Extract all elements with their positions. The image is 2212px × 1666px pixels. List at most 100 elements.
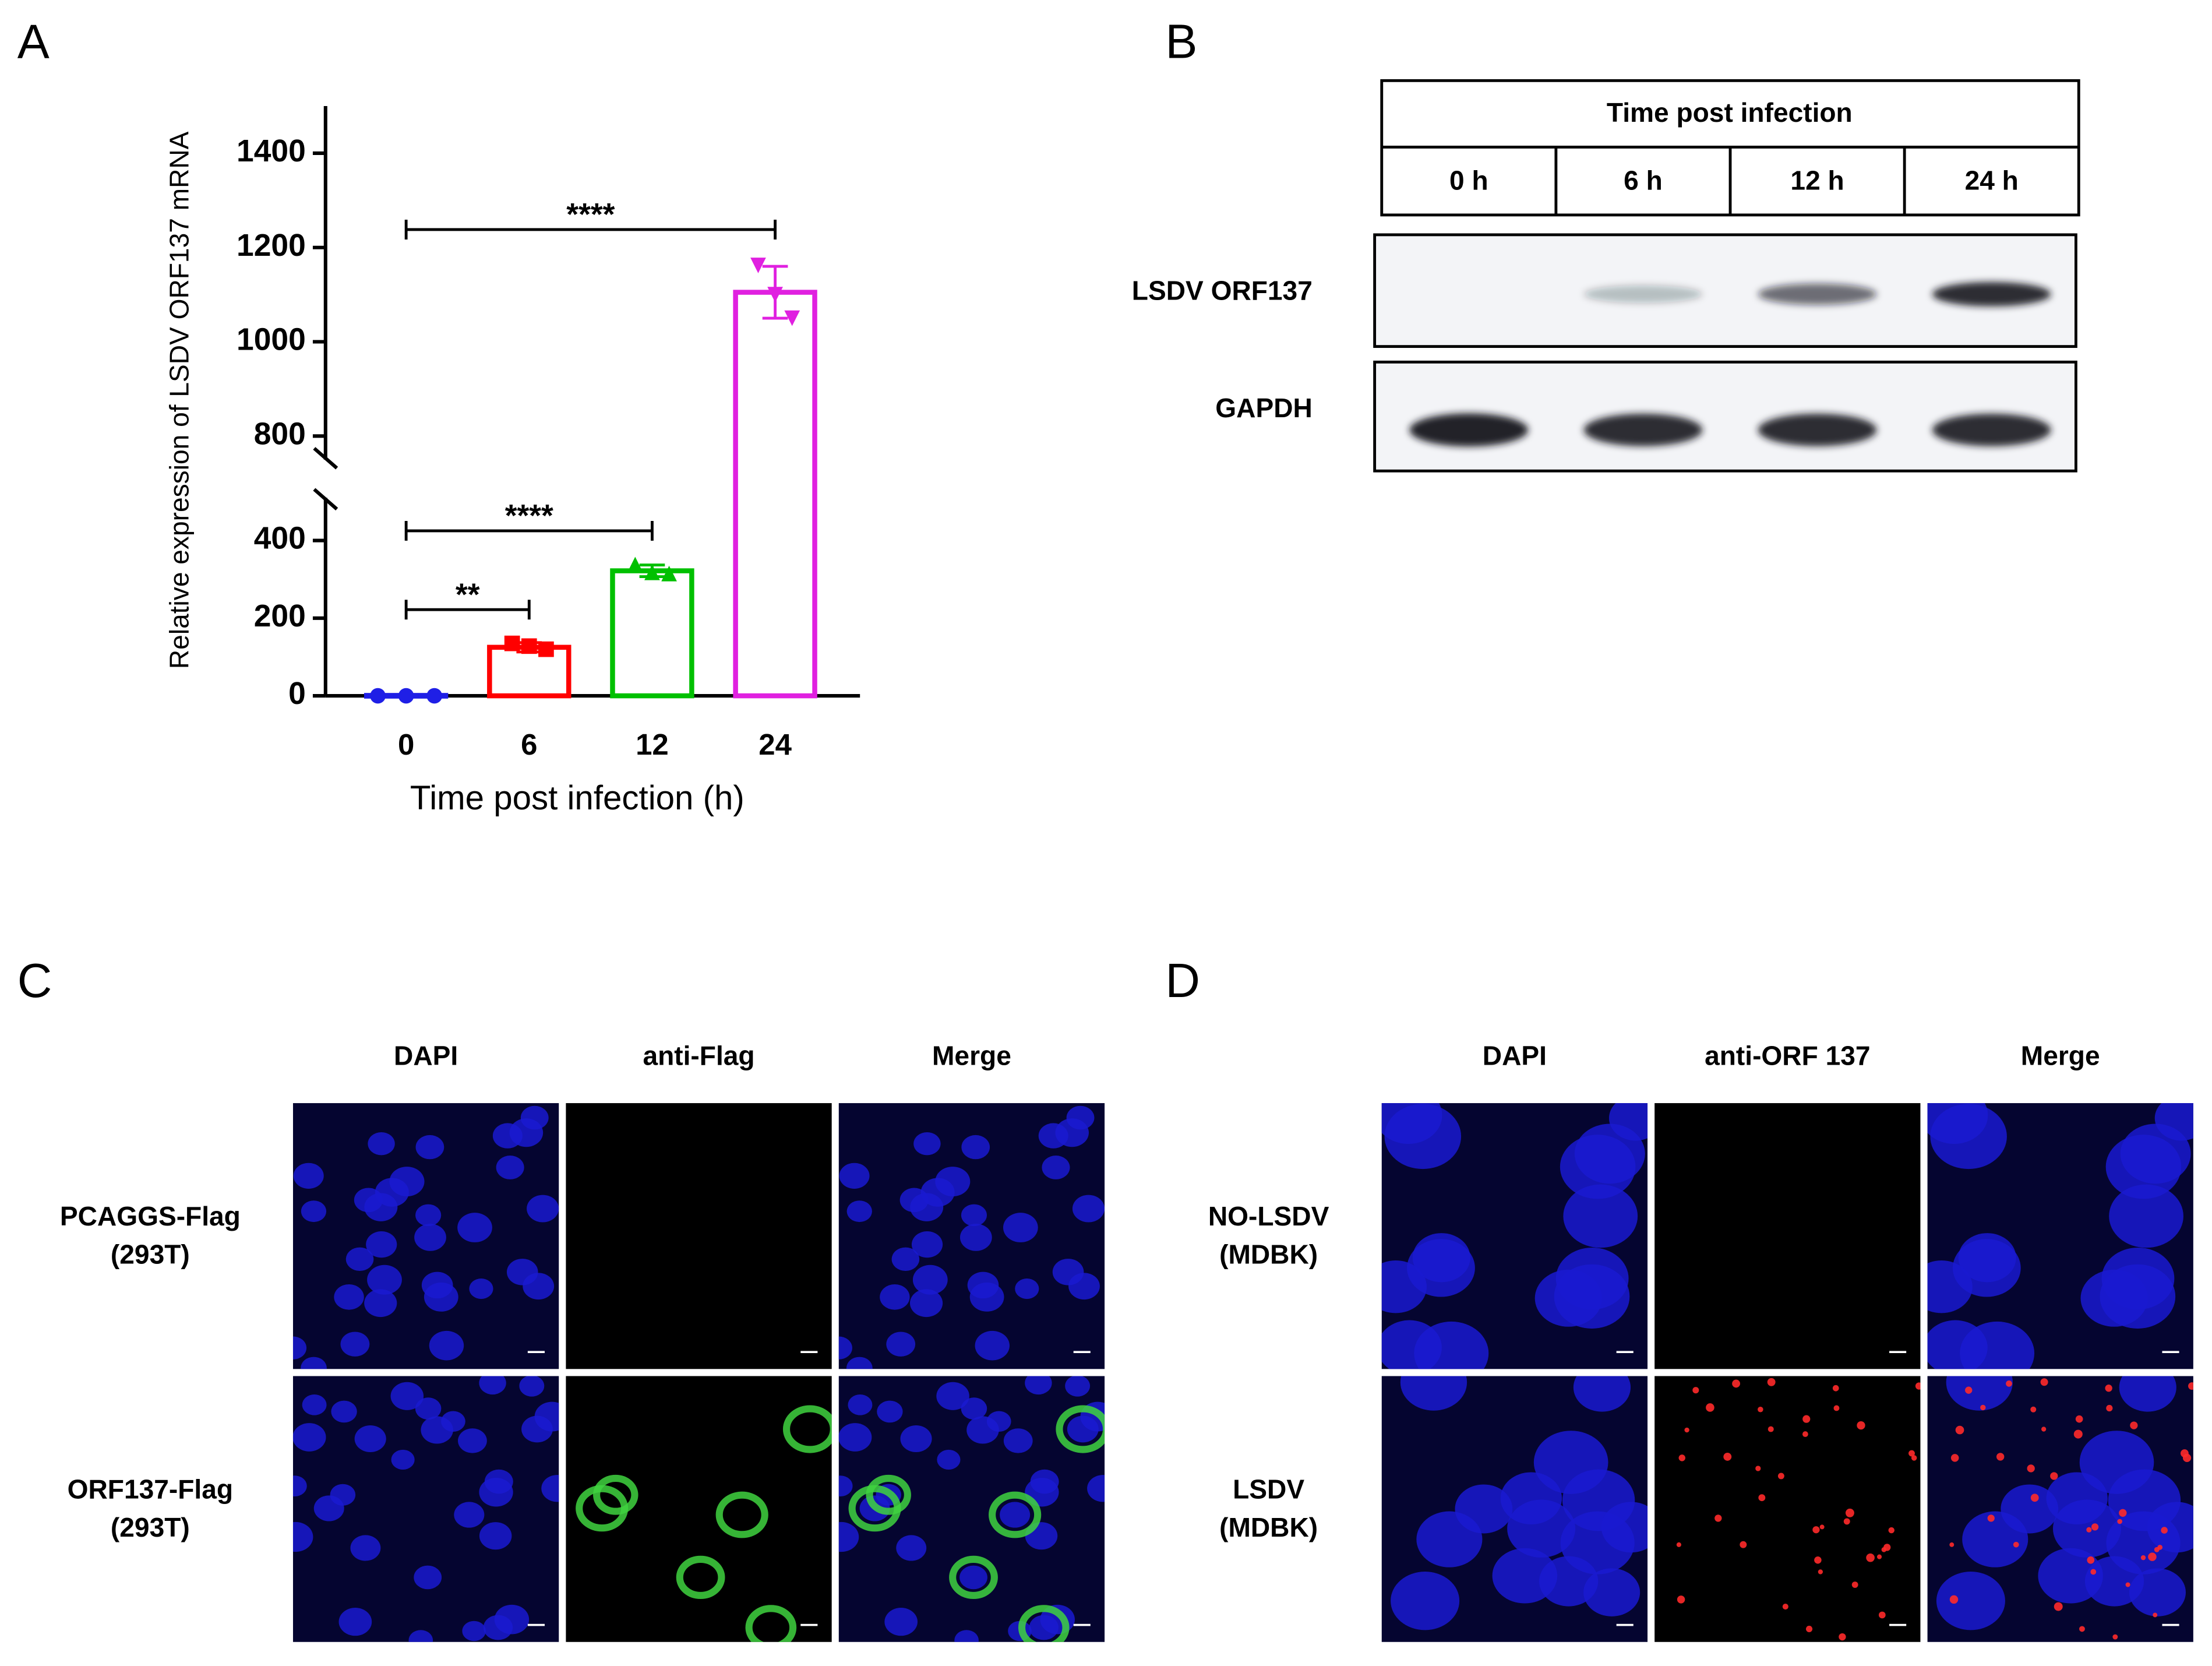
data-point [661,565,677,582]
stain [2040,1378,2048,1386]
nucleus [912,1265,948,1295]
stain [1777,1473,1784,1480]
stain [2073,1429,2083,1439]
y-tick-label: 200 [254,599,306,633]
stain [2112,1634,2118,1640]
nucleus [1539,1556,1599,1607]
y-tick-label: 1200 [237,228,306,263]
stain [2090,1569,2097,1575]
stain [1845,1508,1854,1517]
stain [2125,1582,2130,1587]
nucleus [1414,1321,1489,1369]
nucleus [2100,1264,2176,1329]
stain [1843,1518,1850,1525]
nucleus [969,1282,1004,1312]
stain [2106,1404,2113,1412]
nucleus [414,1565,442,1590]
micrograph-content [292,1376,559,1642]
column-label: Merge [932,1041,1011,1071]
nucleus [936,1382,969,1410]
nucleus [909,1289,943,1318]
nucleus [364,1193,398,1221]
bar [487,644,571,699]
nucleus [415,1397,442,1420]
stain [2188,1382,2193,1390]
column-label: anti-ORF 137 [1705,1041,1870,1071]
x-tick-label: 12 [636,728,669,761]
stain [1911,1455,1917,1461]
nucleus [367,1265,402,1295]
blot-label: LSDV ORF137 [1132,276,1313,306]
micrograph-content [838,1105,1105,1369]
lane-label: 0 h [1449,165,1488,195]
nucleus [877,1400,903,1423]
nucleus [838,1423,872,1452]
nucleus [961,1397,987,1420]
nucleus [2154,1103,2193,1141]
nucleus [534,1401,559,1432]
nucleus [527,1195,559,1223]
micrograph [1654,1103,1921,1369]
nucleus [880,1284,910,1310]
stain [1678,1454,1685,1461]
row-label: LSDV [1233,1474,1304,1504]
nucleus [415,1135,444,1160]
nucleus [1391,1571,1460,1630]
nucleus [1608,1103,1648,1141]
nucleus [390,1382,424,1410]
stain [1819,1524,1825,1530]
stain [989,1491,1042,1538]
nucleus [959,1224,992,1251]
axis-break [313,447,338,470]
nucleus [846,1357,873,1369]
blot-band [1583,413,1703,446]
nucleus [1042,1156,1070,1179]
nucleus [1025,1376,1052,1395]
stain [1876,1554,1882,1559]
nucleus [937,1449,961,1470]
stain [1857,1421,1865,1430]
nucleus [838,1521,859,1552]
stain [676,1555,725,1600]
stain [2117,1519,2122,1524]
stain [2075,1415,2083,1423]
nucleus [1416,1511,1483,1568]
nucleus [1563,1184,1638,1248]
nucleus [1003,1428,1033,1453]
nucleus [1381,1260,1427,1313]
nucleus [424,1282,458,1312]
row-label: (MDBK) [1219,1239,1318,1270]
blot-label: GAPDH [1215,393,1313,423]
nucleus [519,1376,545,1397]
nucleus [1507,1499,1576,1558]
nucleus [509,1118,544,1147]
nucleus [838,1336,852,1359]
nucleus [1930,1104,2007,1170]
stain [1758,1407,1763,1413]
significance-label: ** [456,577,480,612]
row-label: PCAGGS-Flag [60,1201,241,1231]
stain [1818,1569,1823,1575]
panel-label: B [1165,15,1197,68]
nucleus [2147,1502,2193,1553]
nucleus [479,1478,513,1507]
nucleus [986,1411,1011,1432]
stain [1881,1547,1887,1552]
nucleus [935,1167,971,1197]
stain [1987,1514,1995,1522]
nucleus [366,1231,397,1258]
axis-break [313,488,338,511]
table-header: Time post infection [1607,97,1853,128]
nucleus [302,1394,327,1415]
stain [2153,1612,2158,1618]
data-point [784,310,800,326]
row-label: NO-LSDV [1208,1201,1329,1231]
nucleus [479,1376,506,1395]
nucleus [891,1247,920,1271]
column-label: anti-Flag [643,1041,754,1071]
stain [2140,1555,2146,1561]
nucleus [441,1411,465,1432]
nucleus [910,1193,944,1221]
nucleus [1960,1321,2035,1369]
lane-label: 24 h [1965,165,2019,195]
